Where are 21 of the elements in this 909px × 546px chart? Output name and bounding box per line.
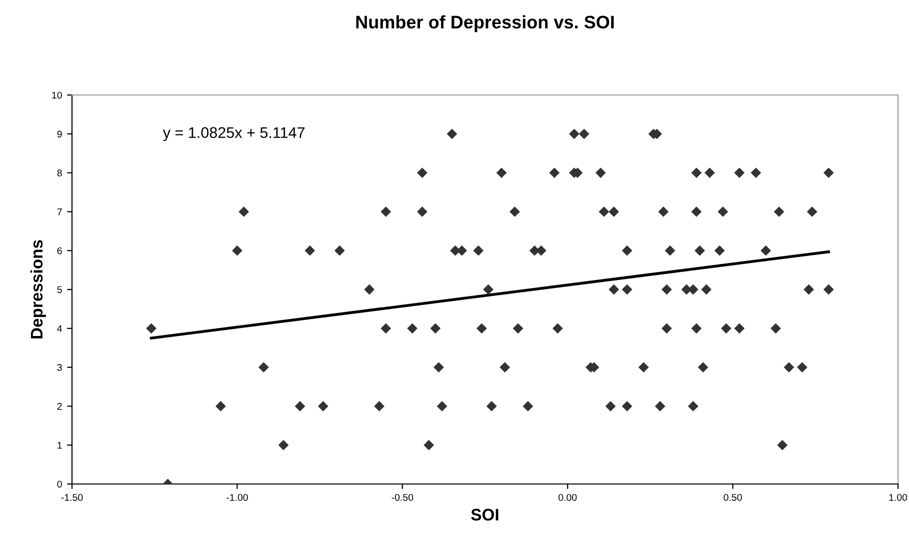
x-tick-label: -1.00 — [226, 494, 248, 501]
y-tick-label: 10 — [52, 92, 62, 99]
y-tick-label: 6 — [57, 247, 62, 254]
y-tick-label: 7 — [57, 208, 62, 216]
chart-title: Number of Depression vs. SOI — [356, 15, 614, 32]
y-tick-label: 1 — [58, 442, 62, 449]
x-tick-label: 0.00 — [558, 494, 577, 501]
y-tick-label: 5 — [57, 286, 62, 294]
y-tick-label: 9 — [57, 130, 62, 138]
x-tick-label: 0.50 — [724, 494, 742, 501]
y-tick-label: 4 — [57, 325, 62, 332]
x-axis-title: SOI — [471, 508, 498, 521]
annotation: y = 1.0825x + 5.1147 — [162, 127, 305, 142]
x-tick-label: 1.00 — [889, 494, 908, 501]
y-axis-title: Depressions — [30, 240, 46, 338]
y-tick-label: 3 — [57, 364, 62, 371]
y-tick-label: 2 — [57, 402, 62, 410]
y-tick-label: 8 — [57, 170, 62, 176]
y-tick-label: 0 — [57, 480, 62, 488]
x-tick-label: -1.50 — [61, 494, 83, 501]
x-tick-label: -0.50 — [392, 494, 414, 501]
